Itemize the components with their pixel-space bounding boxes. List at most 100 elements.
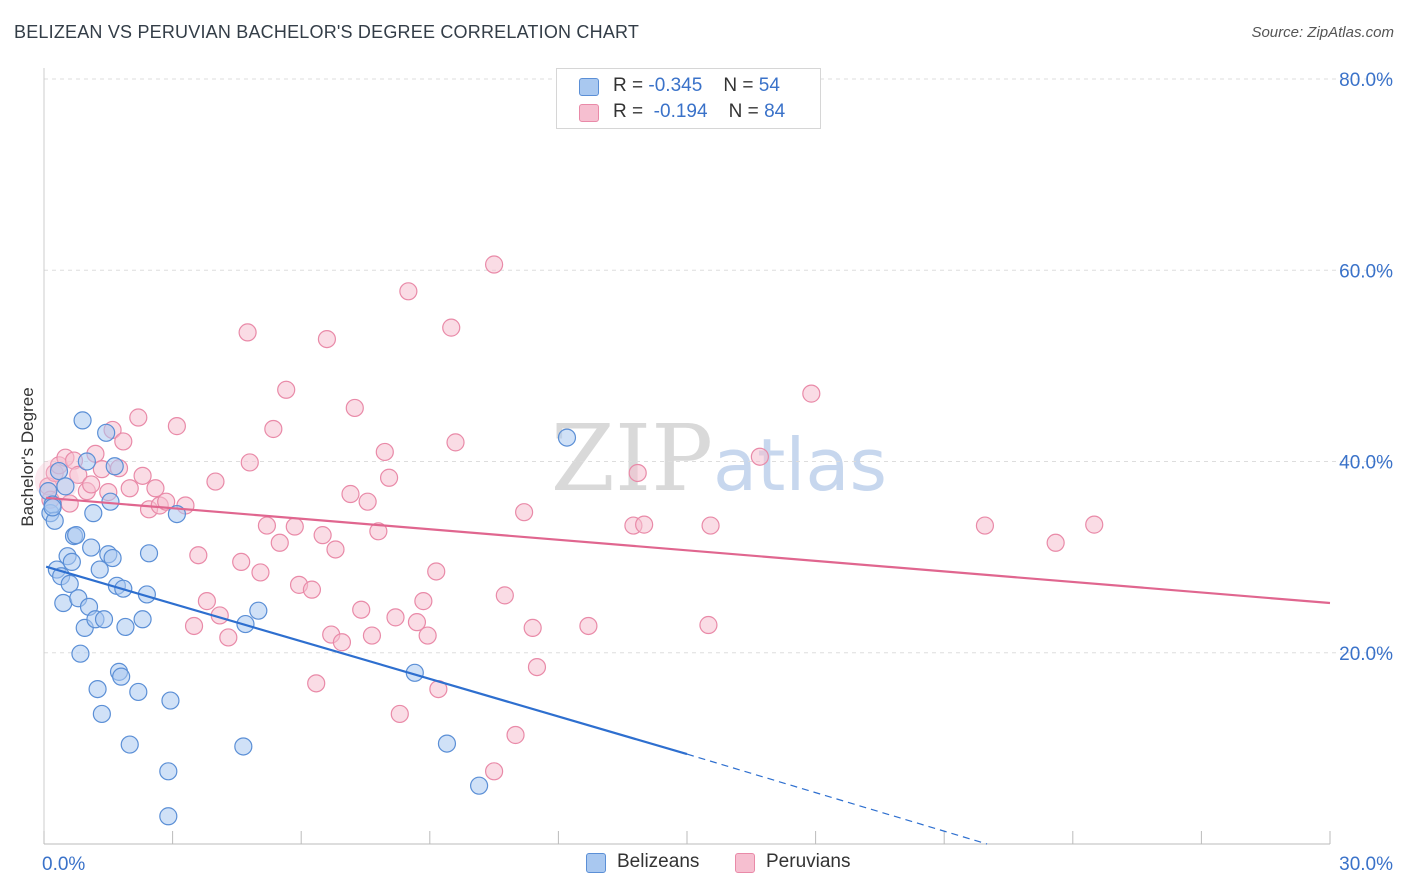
x-tick-label: 0.0% [42,854,85,875]
belizean-point [88,679,107,699]
peruvian-point [399,282,418,301]
belizean-point [116,617,135,637]
peruvian-point [485,762,504,781]
belizean-point [54,593,73,613]
peruvian-point [120,479,139,498]
peruvian-point [184,616,204,636]
belizean-point [105,457,124,476]
legend-n-value: 84 [764,101,786,122]
chart-title: BELIZEAN VS PERUVIAN BACHELOR'S DEGREE C… [14,22,640,42]
peruvian-point [167,417,186,436]
legend-swatch-peruvians [579,104,599,122]
peruvian-point [133,466,152,485]
peruvian-point [232,552,251,572]
peruvian-point [352,600,371,619]
belizean-point [161,691,180,710]
peruvian-point [129,408,148,427]
peruvian-point [285,517,304,536]
peruvian-point [635,515,654,534]
belizean-trend-extension [686,753,988,845]
peruvian-points [34,255,1104,781]
tick-labels: 20.0% 40.0% 60.0% 80.0% 0.0% 30.0% [42,70,1393,875]
peruvian-point [750,447,769,466]
peruvian-point [206,472,225,491]
peruvian-point [414,592,433,611]
belizean-point [120,735,139,754]
y-tick-label: 20.0% [1339,644,1393,665]
x-tick-label: 30.0% [1339,854,1393,875]
legend-label-belizeans: Belizeans [617,851,700,872]
peruvian-point [485,255,504,274]
peruvian-point [527,657,547,677]
legend-r-label: R = [613,101,644,122]
legend-r-label: R = [613,75,644,96]
peruvian-point [146,479,165,498]
peruvian-point [390,704,409,724]
legend-n-label: N = [728,101,759,122]
belizean-point [73,411,92,430]
belizean-point [92,704,111,724]
peruvian-point [69,465,88,484]
y-tick-label: 60.0% [1339,261,1393,282]
belizean-point [67,526,86,545]
belizean-point [139,544,159,563]
peruvian-point [442,318,461,337]
belizean-point [159,762,178,781]
peruvian-point [219,628,238,647]
y-tick-label: 40.0% [1339,453,1393,474]
belizean-point [437,734,457,753]
peruvian-point [1085,515,1104,534]
legend-swatch-belizeans [586,853,606,873]
peruvian-point [270,533,289,552]
belizean-trend-line [45,565,688,756]
peruvian-point [345,398,364,418]
legend-r-value: -0.345 [648,75,703,96]
peruvian-point [523,618,542,637]
belizean-point [129,682,148,702]
peruvian-point [114,432,133,451]
belizean-point [56,477,75,496]
belizean-point [84,504,103,523]
peruvian-trend-line [46,496,1331,605]
watermark-atlas: atlas [713,423,887,507]
legend-swatch-peruvians [735,853,755,873]
belizean-point [90,560,109,579]
legend-label-peruvians: Peruvians [766,851,851,872]
belizean-point [557,428,577,447]
belizean-points [39,411,577,826]
peruvian-point [418,626,437,645]
peruvian-point [386,608,405,627]
peruvian-point [157,492,176,511]
peruvian-point [240,453,259,472]
belizean-point [234,737,253,756]
peruvian-point [407,613,427,632]
peruvian-point [82,475,101,494]
correlation-legend: R = -0.345 N = 54 R = -0.194 N = 84 [556,68,821,129]
peruvian-point [379,468,399,487]
peruvian-point [317,330,337,349]
peruvian-point [307,674,326,693]
belizean-point [469,776,489,795]
belizean-point [60,574,79,594]
peruvian-point [515,503,534,522]
belizean-point [71,644,90,663]
watermark: ZIP atlas [551,405,887,512]
peruvian-point [358,492,377,511]
peruvian-point [427,562,446,581]
trend-lines [45,496,1331,845]
legend-n-label: N = [723,75,754,96]
peruvian-point [446,433,465,452]
belizean-point [249,601,268,620]
peruvian-point [332,633,352,652]
y-tick-label: 80.0% [1339,70,1393,91]
belizean-point [112,667,131,686]
peruvian-point [326,540,345,559]
belizean-point [97,423,116,442]
belizean-point [82,538,101,557]
peruvian-point [369,522,388,541]
belizean-point [159,807,178,826]
peruvian-point [802,384,821,403]
peruvian-point [362,626,382,645]
peruvian-point [1046,533,1065,552]
